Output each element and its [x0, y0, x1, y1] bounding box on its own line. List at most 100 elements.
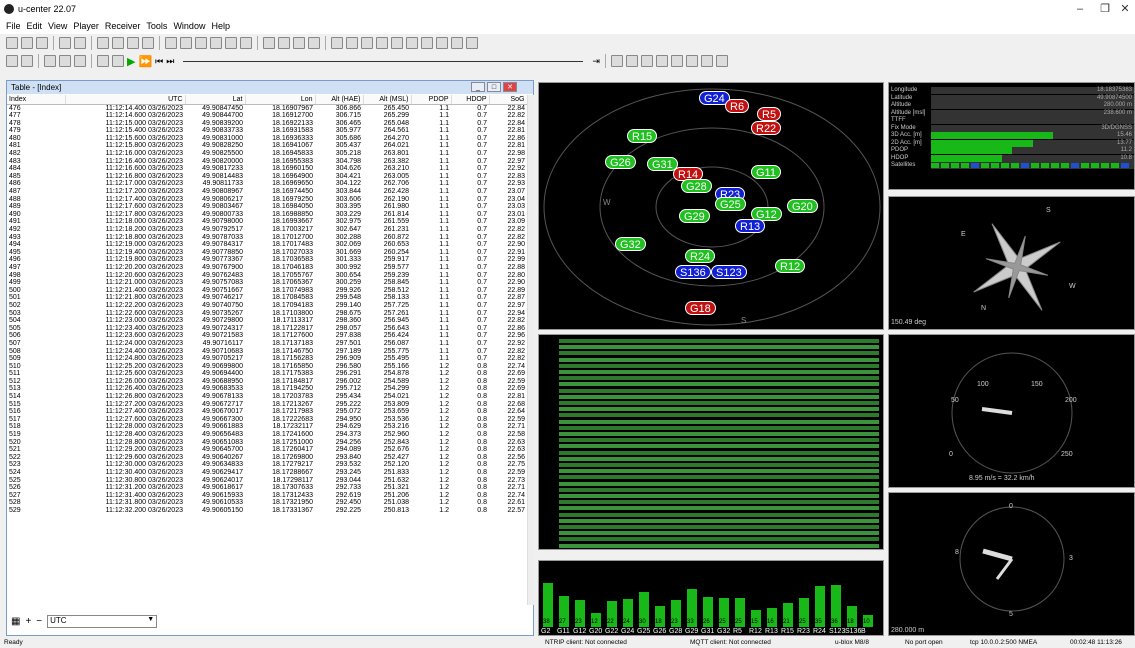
menu-player[interactable]: Player	[73, 21, 99, 31]
table-row[interactable]: 523 11:12:30.000 03/26/2023 49.90634833 18.…	[7, 461, 527, 469]
port-status[interactable]: No port open	[905, 639, 943, 646]
table-row[interactable]: 504 11:12:23.000 03/26/2023 49.90729800 18.…	[7, 317, 527, 325]
menu-file[interactable]: File	[6, 21, 21, 31]
column-header[interactable]: Index	[7, 95, 66, 105]
table-row[interactable]: 509 11:12:24.800 03/26/2023 49.90705217 18.…	[7, 355, 527, 363]
maximize-button[interactable]: ❐	[1100, 3, 1110, 15]
menu-window[interactable]: Window	[173, 21, 206, 31]
copy-icon[interactable]	[112, 37, 124, 49]
connection-icon[interactable]	[6, 55, 18, 67]
table-row[interactable]: 498 11:12:20.600 03/26/2023 49.90762483 18.…	[7, 272, 527, 280]
cut-icon[interactable]	[97, 37, 109, 49]
column-header[interactable]: Alt (MSL)	[363, 95, 412, 105]
tool-icon-1[interactable]	[263, 37, 275, 49]
table-row[interactable]: 524 11:12:30.400 03/26/2023 49.90629417 18.…	[7, 469, 527, 477]
tool-icon-4[interactable]	[308, 37, 320, 49]
print-icon[interactable]	[59, 37, 71, 49]
table-row[interactable]: 477 11:12:14.600 03/26/2023 49.90844700 18.…	[7, 112, 527, 120]
settings-icon-1[interactable]	[685, 55, 698, 67]
panel-icon-8[interactable]	[436, 37, 448, 49]
tool-icon-2[interactable]	[278, 37, 290, 49]
stats-icon-1[interactable]	[610, 55, 623, 67]
step-back-icon[interactable]: ⏮	[155, 55, 164, 66]
settings-icon-2[interactable]	[700, 55, 713, 67]
sky-view[interactable]: W S G24 R6 R5 R22 R15 G26 G31 R14 G11 G28 R23 G25 G1…	[538, 82, 884, 330]
table-row[interactable]: 525 11:12:30.800 03/26/2023 49.90624017 18.…	[7, 477, 527, 485]
column-header[interactable]: Lon	[245, 95, 316, 105]
preview-icon[interactable]	[74, 37, 86, 49]
minimize-button[interactable]: –	[1076, 3, 1084, 15]
table-row[interactable]: 499 11:12:21.000 03/26/2023 49.90757083 18.…	[7, 279, 527, 287]
view-icon-3[interactable]	[195, 37, 207, 49]
table-row[interactable]: 526 11:12:31.200 03/26/2023 49.90618617 18.…	[7, 484, 527, 492]
tool-icon-3[interactable]	[293, 37, 305, 49]
stats-icon-4[interactable]	[655, 55, 668, 67]
view-icon-2[interactable]	[180, 37, 192, 49]
panel-icon-7[interactable]	[421, 37, 433, 49]
stats-icon-2[interactable]	[625, 55, 638, 67]
save-icon[interactable]	[21, 37, 33, 49]
table-row[interactable]: 485 11:12:16.800 03/26/2023 49.90814483 18.…	[7, 173, 527, 181]
view-icon-5[interactable]	[225, 37, 237, 49]
menu-tools[interactable]: Tools	[146, 21, 168, 31]
table-row[interactable]: 506 11:12:23.600 03/26/2023 49.90721583 18.…	[7, 332, 527, 340]
table-row[interactable]: 490 11:12:17.800 03/26/2023 49.90800733 18.…	[7, 211, 527, 219]
column-header[interactable]: Lat	[185, 95, 246, 105]
panel-icon-3[interactable]	[361, 37, 373, 49]
table-row[interactable]: 515 11:12:27.200 03/26/2023 49.90672717 18.…	[7, 401, 527, 409]
eject-icon[interactable]	[97, 55, 109, 67]
layers-icon[interactable]	[59, 55, 71, 67]
menu-help[interactable]: Help	[211, 21, 230, 31]
table-row[interactable]: 528 11:12:31.800 03/26/2023 49.90610533 18.…	[7, 499, 527, 507]
add-column-button[interactable]: +	[25, 615, 32, 627]
panel-icon-9[interactable]	[451, 37, 463, 49]
paste-icon[interactable]	[127, 37, 139, 49]
table-close-button[interactable]: ✕	[503, 82, 517, 92]
column-header[interactable]: Alt (HAE)	[315, 95, 364, 105]
panel-icon-5[interactable]	[391, 37, 403, 49]
table-row[interactable]: 511 11:12:25.600 03/26/2023 49.90694400 18.…	[7, 370, 527, 378]
table-row[interactable]: 513 11:12:26.400 03/26/2023 49.90683533 18.…	[7, 385, 527, 393]
table-row[interactable]: 522 11:12:29.600 03/26/2023 49.90640267 18.…	[7, 454, 527, 462]
table-row[interactable]: 483 11:12:16.400 03/26/2023 49.90820000 18.…	[7, 158, 527, 166]
column-header[interactable]: PDOP	[411, 95, 452, 105]
table-row[interactable]: 516 11:12:27.400 03/26/2023 49.90670017 18.…	[7, 408, 527, 416]
table-row[interactable]: 500 11:12:21.400 03/26/2023 49.90751667 18.…	[7, 287, 527, 295]
table-row[interactable]: 508 11:12:24.400 03/26/2023 49.90710683 18.…	[7, 348, 527, 356]
table-row[interactable]: 517 11:12:27.600 03/26/2023 49.90667300 18.…	[7, 416, 527, 424]
step-forward-icon[interactable]: ⏭	[166, 55, 175, 66]
close-button[interactable]: ✕	[1120, 3, 1130, 15]
table-row[interactable]: 482 11:12:16.000 03/26/2023 49.90825500 18.…	[7, 150, 527, 158]
table-scrollbar[interactable]	[527, 95, 534, 605]
new-icon[interactable]	[6, 37, 18, 49]
table-row[interactable]: 496 11:12:19.800 03/26/2023 49.90773367 18.…	[7, 256, 527, 264]
table-row[interactable]: 519 11:12:28.400 03/26/2023 49.90656483 18.…	[7, 431, 527, 439]
table-row[interactable]: 493 11:12:18.800 03/26/2023 49.90787033 18.…	[7, 234, 527, 242]
table-row[interactable]: 514 11:12:26.800 03/26/2023 49.90678133 18.…	[7, 393, 527, 401]
column-select[interactable]: UTC ▼	[47, 614, 158, 628]
table-row[interactable]: 510 11:12:25.200 03/26/2023 49.90699800 18.…	[7, 363, 527, 371]
panel-icon-4[interactable]	[376, 37, 388, 49]
panel-icon-10[interactable]	[466, 37, 478, 49]
stats-icon-5[interactable]	[670, 55, 683, 67]
stop-icon[interactable]	[112, 55, 124, 67]
antenna-icon[interactable]	[74, 55, 86, 67]
panel-icon-2[interactable]	[346, 37, 358, 49]
table-row[interactable]: 529 11:12:32.200 03/26/2023 49.90605150 18.…	[7, 507, 527, 515]
table-row[interactable]: 518 11:12:28.000 03/26/2023 49.90661883 18.…	[7, 423, 527, 431]
ntrip-status[interactable]: NTRIP client: Not connected	[545, 639, 627, 646]
table-row[interactable]: 492 11:12:18.200 03/26/2023 49.90792517 18.…	[7, 226, 527, 234]
table-row[interactable]: 480 11:12:15.600 03/26/2023 49.90831000 18.…	[7, 135, 527, 143]
fast-forward-icon[interactable]: ⏩	[138, 55, 153, 68]
end-icon[interactable]: ⇥	[592, 55, 600, 66]
table-row[interactable]: 521 11:12:29.200 03/26/2023 49.90645700 18.…	[7, 446, 527, 454]
table-row[interactable]: 484 11:12:16.600 03/26/2023 49.90817233 18.…	[7, 165, 527, 173]
table-row[interactable]: 486 11:12:17.000 03/26/2023 49.90811733 18.…	[7, 180, 527, 188]
open-icon[interactable]	[36, 37, 48, 49]
menu-edit[interactable]: Edit	[26, 21, 43, 31]
table-row[interactable]: 512 11:12:26.000 03/26/2023 49.90688950 18.…	[7, 378, 527, 386]
table-row[interactable]: 487 11:12:17.200 03/26/2023 49.90808967 18.…	[7, 188, 527, 196]
table-row[interactable]: 502 11:12:22.200 03/26/2023 49.90740750 18.…	[7, 302, 527, 310]
view-icon-4[interactable]	[210, 37, 222, 49]
column-header[interactable]: UTC	[65, 95, 186, 105]
